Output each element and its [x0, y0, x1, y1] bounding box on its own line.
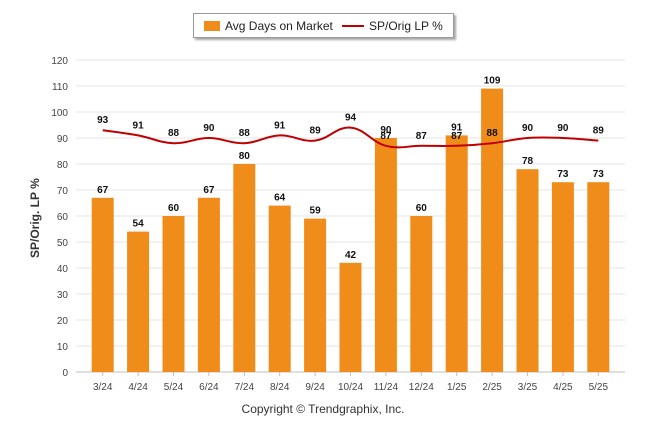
line-data-label: 88 — [239, 128, 251, 139]
x-tick-label: 5/25 — [589, 382, 609, 393]
y-tick-label: 60 — [57, 212, 69, 223]
bar — [481, 88, 504, 372]
bar — [551, 182, 574, 372]
bar — [410, 216, 433, 372]
bar-data-label: 73 — [557, 169, 569, 180]
x-tick-label: 9/24 — [305, 382, 325, 393]
y-tick-label: 110 — [52, 82, 68, 93]
x-tick-label: 8/24 — [270, 382, 290, 393]
line-data-label: 91 — [274, 120, 286, 131]
line-data-label: 89 — [593, 126, 605, 137]
x-tick-label: 4/25 — [553, 382, 573, 393]
legend-line-label: SP/Orig LP % — [369, 18, 443, 33]
bar — [91, 197, 114, 372]
bar — [587, 182, 610, 372]
legend: Avg Days on Market SP/Orig LP % — [193, 13, 454, 38]
line-data-label: 93 — [97, 115, 109, 126]
y-tick-label: 20 — [57, 316, 69, 327]
y-tick-label: 120 — [51, 56, 68, 67]
bar — [339, 262, 362, 372]
x-tick-label: 2/25 — [482, 382, 502, 393]
line-data-label: 88 — [487, 128, 499, 139]
bar-data-label: 42 — [345, 250, 357, 261]
copyright-text: Copyright © Trendgraphix, Inc. — [241, 402, 405, 416]
bar — [304, 218, 327, 372]
line-data-label: 90 — [203, 123, 215, 134]
x-tick-label: 6/24 — [199, 382, 219, 393]
y-tick-label: 40 — [57, 264, 69, 275]
legend-item-line[interactable]: SP/Orig LP % — [342, 14, 443, 37]
x-tick-label: 4/24 — [128, 382, 148, 393]
bar-data-label: 90 — [380, 125, 392, 136]
bar-data-label: 78 — [522, 156, 534, 167]
bar-data-label: 109 — [484, 76, 501, 87]
bar — [374, 138, 397, 372]
line-series — [102, 126, 599, 149]
x-tick-label: 5/24 — [164, 382, 184, 393]
y-tick-label: 50 — [57, 238, 69, 249]
y-tick-label: 30 — [57, 290, 69, 301]
line-data-label: 90 — [557, 123, 569, 134]
bar-data-label: 67 — [97, 185, 109, 196]
bar — [197, 197, 220, 372]
bar — [516, 169, 539, 372]
line-data-label: 94 — [345, 113, 357, 124]
y-tick-label: 90 — [57, 134, 69, 145]
line-data-label: 89 — [310, 126, 322, 137]
bar-data-label: 73 — [593, 169, 605, 180]
legend-bar-swatch — [204, 20, 220, 31]
bar — [268, 205, 291, 372]
x-tick-label: 7/24 — [235, 382, 255, 393]
bar-data-label: 80 — [239, 151, 251, 162]
line-data-label: 90 — [522, 123, 534, 134]
bar-data-label: 67 — [203, 185, 215, 196]
x-tick-label: 11/24 — [374, 382, 399, 393]
legend-line-swatch — [342, 24, 364, 27]
x-tick-label: 3/24 — [93, 382, 113, 393]
y-tick-label: 10 — [57, 342, 69, 353]
y-tick-label: 70 — [57, 186, 69, 197]
bar — [162, 216, 185, 372]
y-tick-label: 0 — [62, 368, 68, 379]
line-data-label: 87 — [416, 131, 428, 142]
legend-bar-label: Avg Days on Market — [225, 18, 333, 33]
line-data-label: 87 — [380, 131, 392, 142]
bar — [233, 164, 256, 372]
x-tick-label: 1/25 — [447, 382, 467, 393]
x-tick-label: 12/24 — [409, 382, 434, 393]
bar-data-label: 91 — [451, 122, 463, 133]
y-axis-title: SP/Orig. LP % — [28, 178, 42, 258]
bar — [445, 135, 468, 372]
line-data-label: 91 — [133, 120, 145, 131]
line-data-label: 88 — [168, 128, 180, 139]
bar-data-label: 59 — [310, 206, 322, 217]
x-tick-label: 10/24 — [338, 382, 363, 393]
x-tick-label: 3/25 — [518, 382, 538, 393]
y-tick-label: 80 — [57, 160, 69, 171]
line-data-label: 87 — [451, 131, 463, 142]
y-tick-label: 100 — [51, 108, 68, 119]
bar-data-label: 60 — [416, 203, 428, 214]
bar — [127, 231, 150, 372]
bar-data-label: 54 — [133, 219, 145, 230]
legend-item-bar[interactable]: Avg Days on Market — [204, 14, 333, 37]
bar-data-label: 60 — [168, 203, 180, 214]
bar-data-label: 64 — [274, 193, 286, 204]
